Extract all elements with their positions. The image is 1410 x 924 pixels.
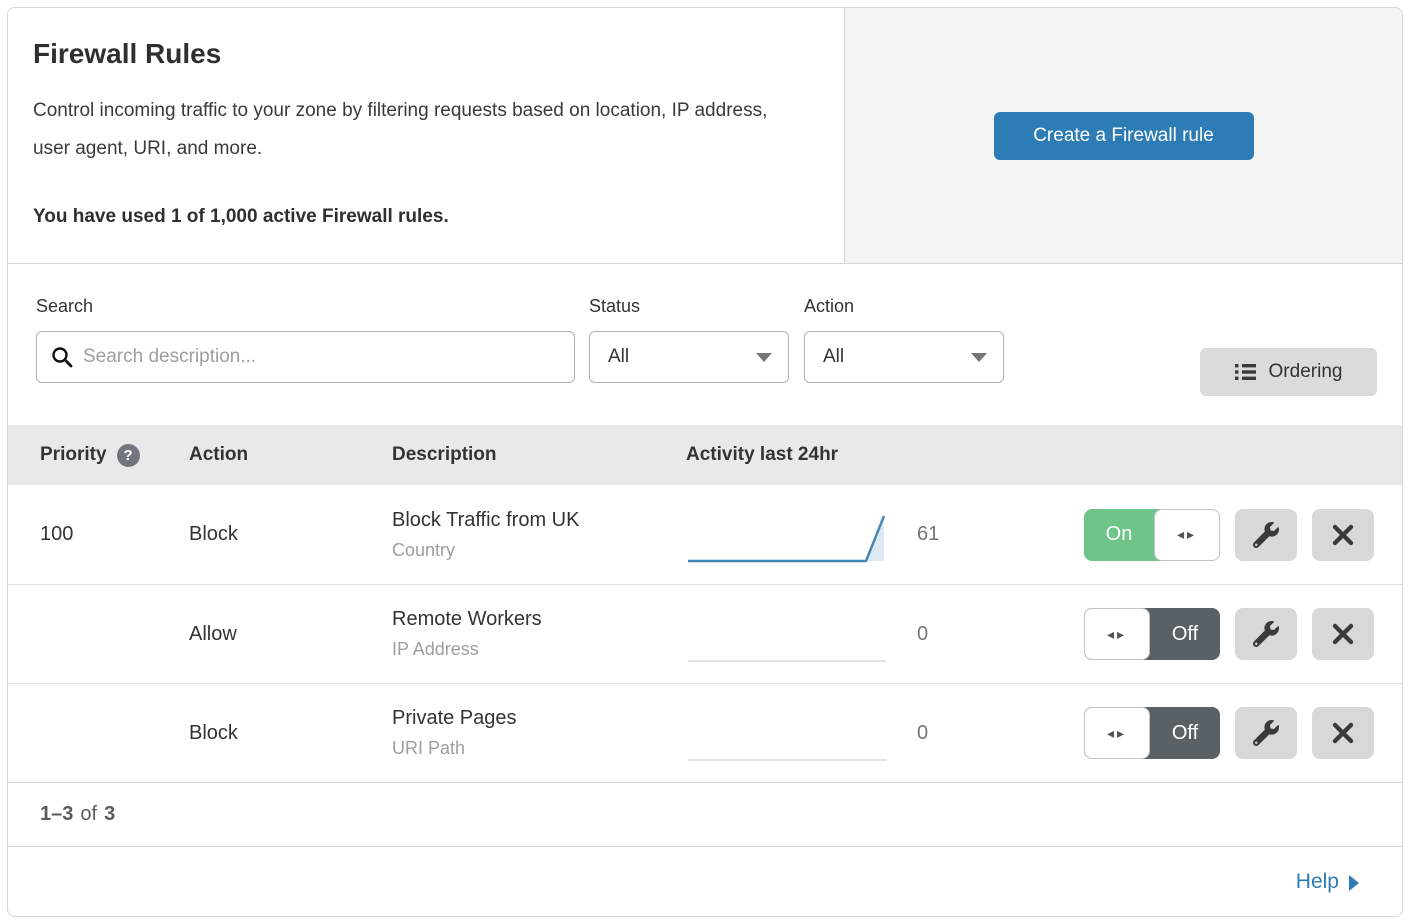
action-cell: Block [189, 721, 238, 744]
status-filter: Status All [589, 296, 789, 425]
action-cell: Block [189, 523, 238, 545]
delete-rule-button[interactable] [1312, 707, 1374, 759]
ordering-button[interactable]: Ordering [1200, 348, 1377, 396]
create-firewall-rule-button[interactable]: Create a Firewall rule [993, 111, 1254, 160]
header-text-panel: Firewall Rules Control incoming traffic … [8, 8, 845, 263]
activity-sparkline [688, 659, 886, 662]
chevron-right-icon [1349, 875, 1359, 891]
description-cell: Block Traffic from UK Country [392, 509, 686, 561]
search-label: Search [36, 296, 94, 316]
activity-cell: 61 [686, 504, 1046, 565]
close-icon [1332, 722, 1354, 744]
wrench-icon [1253, 621, 1279, 647]
rule-description: Remote Workers [392, 608, 542, 630]
pagination-of: of [80, 803, 98, 825]
pagination-range: 1–3 [40, 803, 74, 825]
priority-cell: 100 [40, 523, 74, 545]
action-cell: Allow [189, 622, 237, 645]
table-row: Allow Remote Workers IP Address 0 ◂▸ Off [8, 584, 1402, 683]
action-select-value: All [823, 346, 845, 367]
status-select[interactable]: All [589, 331, 789, 383]
edit-rule-button[interactable] [1235, 707, 1297, 759]
activity-value: 0 [917, 622, 929, 645]
row-controls: ◂▸ Off [1084, 707, 1402, 759]
column-description: Description [392, 444, 497, 465]
activity-sparkline [688, 515, 886, 563]
toggle-handle[interactable]: ◂▸ [1084, 608, 1150, 660]
rule-type: Country [392, 539, 456, 560]
chevron-down-icon [756, 352, 772, 362]
table-header: Priority ? Action Description Activity l… [8, 425, 1402, 485]
rule-description: Block Traffic from UK [392, 508, 580, 531]
toggle-state-label: Off [1171, 721, 1199, 744]
close-icon [1332, 524, 1354, 545]
priority-help-icon[interactable]: ? [116, 443, 140, 467]
activity-value: 0 [917, 721, 929, 744]
action-label: Action [804, 296, 855, 316]
row-controls: On ◂▸ [1084, 508, 1402, 561]
action-select[interactable]: All [804, 331, 1004, 383]
edit-rule-button[interactable] [1235, 508, 1297, 561]
toggle-handle[interactable]: ◂▸ [1154, 508, 1220, 561]
list-icon [1234, 364, 1256, 380]
close-icon [1332, 623, 1354, 645]
table-row: 100 Block Block Traffic from UK Country … [8, 485, 1402, 584]
help-bar: Help [8, 846, 1402, 916]
rule-enabled-toggle[interactable]: ◂▸ Off [1084, 608, 1220, 660]
search-filter: Search [36, 296, 575, 425]
pagination-bar: 1–3 of 3 [8, 782, 1402, 846]
filter-bar: Search Status All Action All [8, 264, 1402, 425]
action-filter: Action All [804, 296, 1004, 425]
wrench-icon [1253, 521, 1279, 548]
delete-rule-button[interactable] [1312, 608, 1374, 660]
activity-cell: 0 [686, 703, 1046, 764]
page-title: Firewall Rules [33, 38, 222, 69]
activity-value: 61 [917, 523, 940, 545]
status-label: Status [589, 296, 641, 316]
rule-enabled-toggle[interactable]: On ◂▸ [1084, 508, 1220, 561]
help-link-label: Help [1295, 870, 1339, 893]
header-action-panel: Create a Firewall rule [845, 8, 1402, 263]
rule-type: URI Path [392, 738, 466, 758]
activity-cell: 0 [686, 604, 1046, 665]
toggle-handle[interactable]: ◂▸ [1084, 707, 1150, 759]
page-header: Firewall Rules Control incoming traffic … [8, 8, 1402, 264]
status-select-value: All [608, 346, 630, 367]
edit-rule-button[interactable] [1235, 608, 1297, 660]
rule-description: Private Pages [392, 707, 517, 729]
description-cell: Remote Workers IP Address [392, 608, 686, 660]
description-cell: Private Pages URI Path [392, 707, 686, 759]
column-action: Action [189, 444, 249, 465]
toggle-state-label: On [1105, 523, 1133, 545]
page-description: Control incoming traffic to your zone by… [33, 100, 768, 159]
chevron-down-icon [971, 352, 987, 362]
help-link[interactable]: Help [1296, 870, 1359, 894]
pagination-total: 3 [104, 803, 116, 825]
delete-rule-button[interactable] [1312, 508, 1374, 561]
ordering-button-label: Ordering [1268, 361, 1343, 382]
usage-note: You have used 1 of 1,000 active Firewall… [33, 206, 449, 227]
priority-column-label: Priority [40, 444, 107, 465]
rule-type: IP Address [392, 639, 479, 659]
search-icon [52, 347, 73, 368]
column-activity: Activity last 24hr [686, 444, 839, 465]
search-input[interactable] [83, 346, 560, 368]
rule-enabled-toggle[interactable]: ◂▸ Off [1084, 707, 1220, 759]
search-box [36, 331, 575, 383]
column-priority: Priority ? [8, 443, 189, 467]
wrench-icon [1253, 720, 1279, 746]
row-controls: ◂▸ Off [1084, 608, 1402, 660]
activity-sparkline [688, 758, 886, 761]
table-row: Block Private Pages URI Path 0 ◂▸ Off [8, 683, 1402, 782]
toggle-state-label: Off [1171, 622, 1199, 645]
firewall-rules-page: Firewall Rules Control incoming traffic … [7, 7, 1403, 917]
